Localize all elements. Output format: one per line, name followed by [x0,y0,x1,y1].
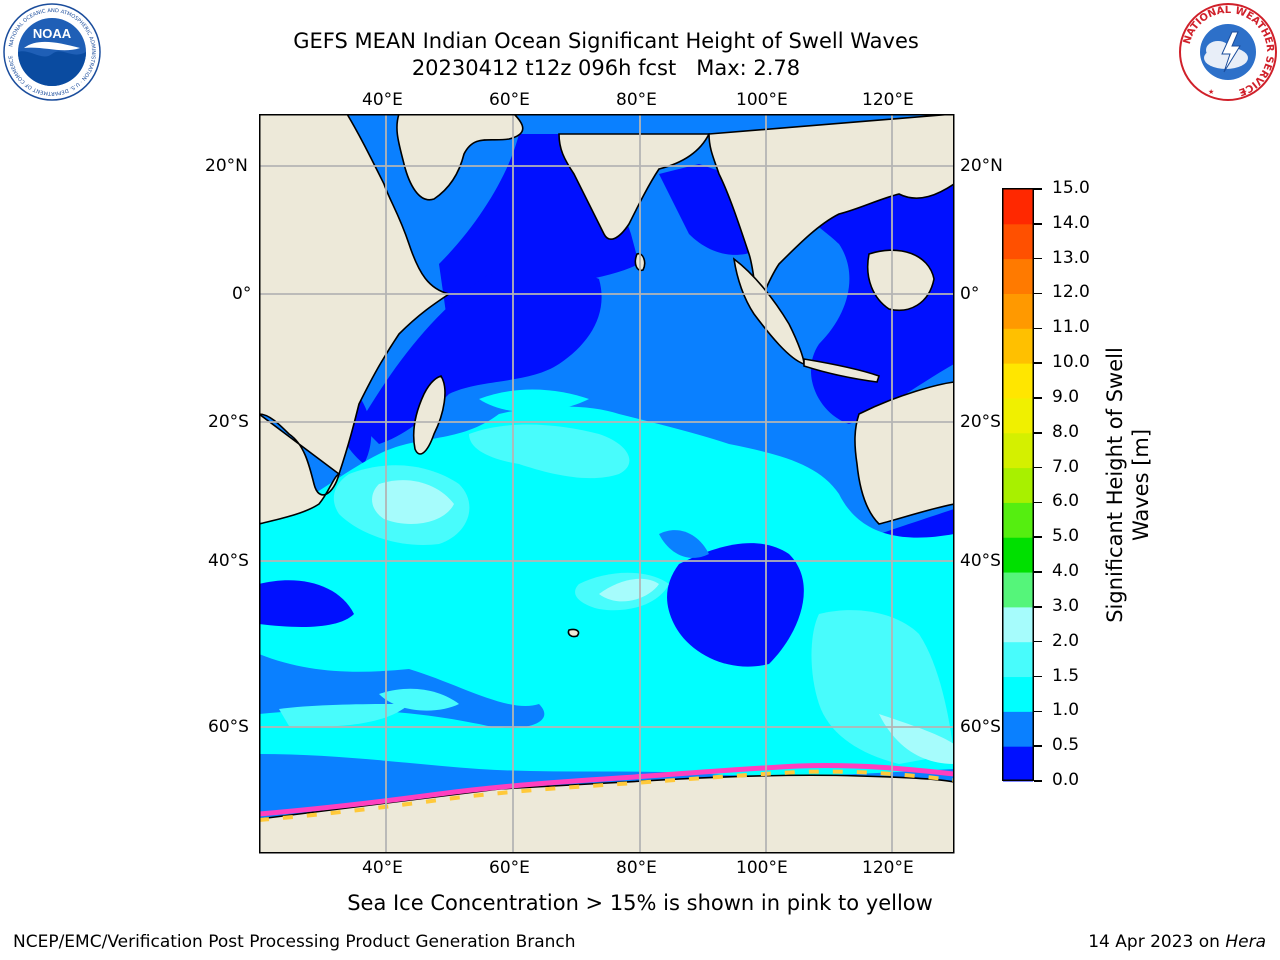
colorbar-tick-label: 3.0 [1052,595,1080,616]
lon-tick-top-2: 60°E [489,90,530,110]
max-swell-zones [372,480,954,764]
colorbar-band [1003,467,1033,503]
colorbar-label-line1: Significant Height of Swell [1103,347,1127,623]
svg-text:★: ★ [1208,88,1214,96]
colorbar-tick-label: 2.0 [1052,630,1080,651]
lat-tick-right-1: 20°N [960,156,1003,176]
nws-logo: NATIONAL WEATHER SERVICE ★ ★ [1179,3,1277,101]
colorbar-tick-label: 11.0 [1052,317,1090,338]
colorbar-tick-mark [1034,362,1042,364]
sea-ice-caption: Sea Ice Concentration > 15% is shown in … [347,891,933,915]
noaa-logo-text: NOAA [33,26,72,41]
colorbar-tick-mark [1034,257,1042,260]
colorbar-band [1003,711,1033,747]
lon-tick-top-3: 80°E [616,90,657,110]
colorbar-tick-mark [1034,710,1042,713]
colorbar-band [1003,397,1033,434]
colorbar-band [1003,363,1033,399]
colorbar-band [1003,676,1033,712]
map-subtitle: 20230412 t12z 096h fcst Max: 2.78 [411,56,801,80]
lat-tick-left-1: 20°N [205,156,248,176]
colorbar-tick-mark [1034,188,1042,190]
colorbar-tick-mark [1034,745,1042,747]
colorbar-tick-label: 1.0 [1052,700,1080,721]
colorbar-tick-label: 1.5 [1052,665,1080,686]
colorbar-band [1003,328,1033,364]
lat-tick-left-3: 20°S [208,412,249,432]
colorbar-tick-label: 10.0 [1052,352,1090,373]
lon-tick-bottom-2: 60°E [489,858,530,878]
footer-date: 14 Apr 2023 on Hera [1088,932,1266,952]
colorbar-tick-mark [1034,432,1042,434]
colorbar-band [1003,537,1033,573]
lat-tick-left-4: 40°S [208,551,249,571]
colorbar-tick-label: 9.0 [1052,386,1080,407]
colorbar-label: Significant Height of Swell Waves [m] [1102,347,1154,623]
noaa-logo: NATIONAL OCEANIC AND ATMOSPHERIC ADMINIS… [3,3,101,101]
colorbar-tick-label: 15.0 [1052,178,1090,198]
colorbar-tick-label: 8.0 [1052,421,1080,442]
colorbar-band [1003,606,1033,643]
colorbar-frame [1002,188,1034,781]
graticule [259,114,954,853]
colorbar-band [1003,293,1033,329]
colorbar-tick-label: 5.0 [1052,526,1080,547]
colorbar-tick-label: 0.0 [1052,770,1080,790]
colorbar-tick-mark [1034,466,1042,469]
colorbar-tick-mark [1034,675,1042,678]
colorbar-label-line2: Waves [m] [1129,428,1153,542]
colorbar-tick-mark [1034,292,1042,295]
lat-tick-right-5: 60°S [960,717,1001,737]
colorbar [1002,188,1034,782]
colorbar-tick-label: 14.0 [1052,212,1090,233]
colorbar-tick-label: 6.0 [1052,491,1080,512]
lon-tick-top-1: 40°E [362,90,403,110]
footer-machine: Hera [1225,932,1266,952]
lat-tick-right-4: 40°S [960,551,1001,571]
colorbar-band [1003,572,1033,608]
swell-height-map [259,114,955,854]
colorbar-band [1003,641,1033,678]
lon-tick-bottom-5: 120°E [862,858,914,878]
colorbar-tick-mark [1034,327,1042,330]
footer-date-text: 14 Apr 2023 on [1088,932,1220,952]
map-frame [259,114,955,854]
colorbar-tick-mark [1034,780,1042,782]
lat-tick-left-2: 0° [232,284,252,304]
lat-tick-right-2: 0° [960,284,980,304]
colorbar-tick-mark [1034,397,1042,399]
colorbar-tick-mark [1034,501,1042,504]
colorbar-tick-mark [1034,536,1042,538]
sea-ice-fringe [259,763,954,822]
colorbar-tick-label: 7.0 [1052,456,1080,477]
colorbar-tick-mark [1034,223,1042,225]
high-swell-zones [279,424,954,764]
colorbar-band [1003,189,1033,225]
lon-tick-top-4: 100°E [736,90,788,110]
lon-tick-bottom-1: 40°E [362,858,403,878]
colorbar-band [1003,502,1033,538]
lon-tick-top-5: 120°E [862,90,914,110]
colorbar-tick-label: 0.5 [1052,735,1080,756]
colorbar-tick-label: 13.0 [1052,247,1090,268]
svg-text:★: ★ [1241,88,1247,96]
map-title: GEFS MEAN Indian Ocean Significant Heigh… [293,29,919,53]
lon-tick-bottom-4: 100°E [736,858,788,878]
lat-tick-right-3: 20°S [960,412,1001,432]
lon-tick-bottom-3: 80°E [616,858,657,878]
colorbar-band [1003,258,1033,294]
footer-credit: NCEP/EMC/Verification Post Processing Pr… [13,932,576,952]
colorbar-tick-mark [1034,606,1042,608]
colorbar-band [1003,432,1033,469]
colorbar-tick-mark [1034,571,1042,573]
colorbar-band [1003,746,1033,782]
colorbar-band [1003,223,1033,260]
lat-tick-left-5: 60°S [208,717,249,737]
colorbar-tick-mark [1034,640,1042,643]
colorbar-tick-label: 4.0 [1052,561,1080,582]
colorbar-tick-label: 12.0 [1052,282,1090,303]
